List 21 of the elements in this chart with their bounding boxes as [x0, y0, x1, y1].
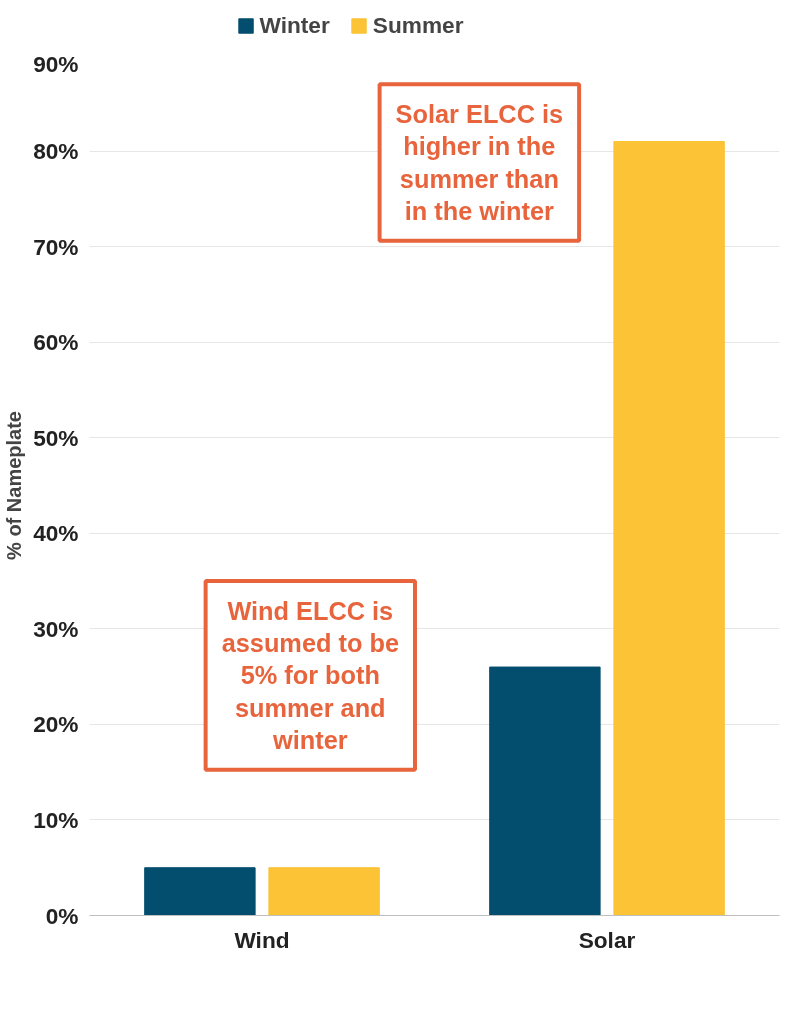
y-tick-label: 90%	[33, 50, 79, 77]
bar	[268, 867, 380, 916]
bar	[144, 867, 256, 916]
annotation: Wind ELCC is assumed to be 5% for both summer and winter	[221, 597, 399, 754]
y-tick-label: 70%	[33, 233, 79, 260]
y-tick-label: 10%	[33, 806, 79, 833]
bar	[613, 141, 725, 916]
legend-label: Summer	[372, 11, 464, 39]
y-tick-label: 60%	[33, 329, 79, 356]
annotation: Solar ELCC is higher in the summer than in the winter	[395, 100, 564, 225]
legend-label: Winter	[259, 11, 330, 39]
y-tick-label: 30%	[33, 615, 79, 642]
y-tick-label: 0%	[45, 902, 79, 929]
y-tick-label: 40%	[33, 520, 79, 547]
y-tick-label: 20%	[33, 711, 79, 738]
x-tick-label: Solar	[578, 926, 636, 953]
x-tick-label: Wind	[234, 926, 290, 953]
y-tick-label: 80%	[33, 138, 79, 165]
y-axis-title: % of Nameplate	[3, 411, 26, 560]
bar	[489, 666, 601, 916]
y-tick-label: 50%	[33, 424, 79, 451]
